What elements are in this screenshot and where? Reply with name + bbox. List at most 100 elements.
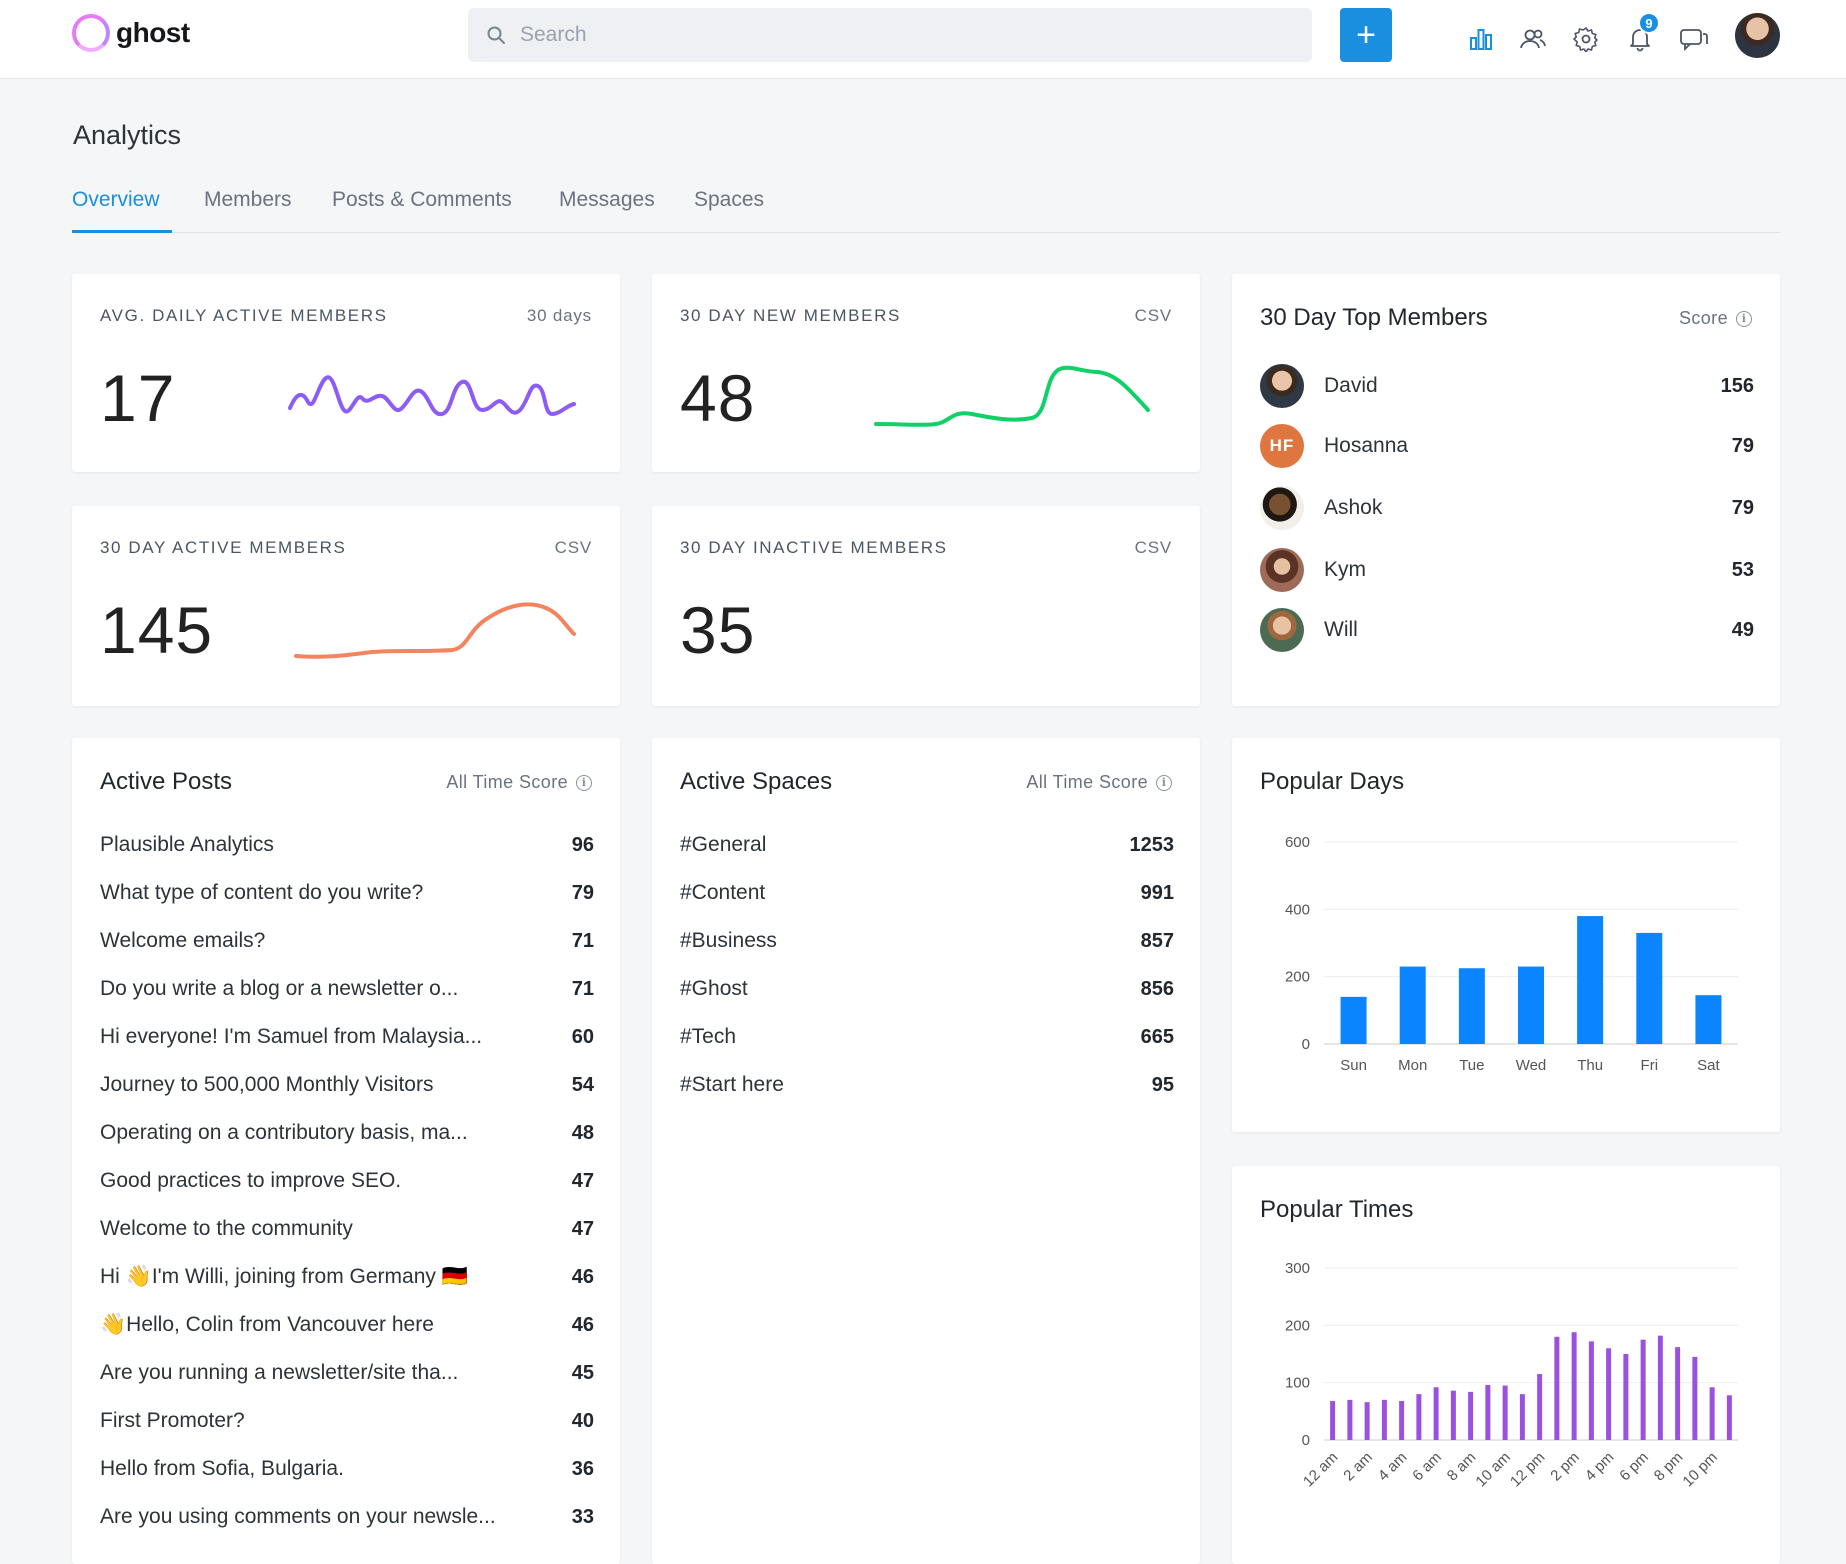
item-score: 47	[571, 1217, 594, 1240]
chat-icon	[1680, 29, 1708, 52]
search-bar[interactable]	[468, 8, 1312, 62]
bar	[1606, 1348, 1612, 1440]
messages-nav-button[interactable]	[1678, 23, 1710, 55]
member-avatar	[1260, 608, 1304, 652]
item-title: Welcome emails?	[100, 929, 266, 952]
x-tick-label: 6 am	[1409, 1449, 1445, 1485]
csv-link[interactable]: CSV	[1134, 306, 1172, 325]
plus-icon: +	[1356, 15, 1376, 54]
settings-nav-button[interactable]	[1570, 23, 1602, 55]
item-score: 71	[571, 977, 594, 1000]
ghost-logo-icon	[72, 14, 110, 52]
item-score: 45	[571, 1361, 594, 1384]
item-title: Plausible Analytics	[100, 833, 274, 856]
list-item[interactable]: #General 1253	[680, 830, 1174, 860]
stat-period: 30 days	[526, 306, 592, 325]
member-row[interactable]: HF Hosanna 79	[1260, 422, 1754, 470]
x-tick-label: Sat	[1697, 1057, 1720, 1074]
card-title: Active Posts	[100, 768, 233, 795]
bar	[1709, 1387, 1715, 1440]
csv-link[interactable]: CSV	[554, 538, 592, 557]
list-item[interactable]: #Start here 95	[680, 1070, 1174, 1100]
list-item[interactable]: Hi everyone! I'm Samuel from Malaysia...…	[100, 1022, 594, 1052]
list-item[interactable]: Operating on a contributory basis, ma...…	[100, 1118, 594, 1148]
x-tick-label: 2 am	[1340, 1449, 1376, 1485]
member-avatar	[1260, 364, 1304, 408]
list-item[interactable]: Hello from Sofia, Bulgaria. 36	[100, 1454, 594, 1484]
y-tick-label: 200	[1285, 969, 1310, 986]
member-row[interactable]: Ashok 79	[1260, 484, 1754, 532]
item-score: 33	[571, 1505, 594, 1528]
info-icon[interactable]: i	[576, 774, 592, 791]
new-members-card: 30 DAY NEW MEMBERS CSV 48	[652, 274, 1200, 472]
add-button[interactable]: +	[1340, 8, 1392, 62]
score-header: All Time Score i	[1026, 772, 1172, 793]
list-item[interactable]: #Business 857	[680, 926, 1174, 956]
info-icon[interactable]: i	[1736, 310, 1752, 327]
active-members-sparkline	[294, 602, 576, 659]
list-item[interactable]: First Promoter? 40	[100, 1406, 594, 1436]
users-icon	[1520, 29, 1546, 49]
x-tick-label: Tue	[1459, 1057, 1484, 1074]
tab-spaces[interactable]: Spaces	[694, 188, 765, 211]
csv-link[interactable]: CSV	[1134, 538, 1172, 557]
list-item[interactable]: Welcome to the community 47	[100, 1214, 594, 1244]
list-item[interactable]: Are you running a newsletter/site tha...…	[100, 1358, 594, 1388]
list-item[interactable]: Hi 👋I'm Willi, joining from Germany 🇩🇪 46	[100, 1262, 594, 1292]
user-avatar[interactable]	[1735, 13, 1780, 58]
ghost-logo[interactable]: ghost	[72, 14, 190, 52]
new-members-sparkline	[874, 365, 1150, 427]
item-title: Are you using comments on your newsle...	[100, 1505, 496, 1528]
member-row[interactable]: Kym 53	[1260, 546, 1754, 594]
item-score: 991	[1140, 881, 1174, 904]
item-score: 95	[1151, 1073, 1174, 1096]
list-item[interactable]: #Ghost 856	[680, 974, 1174, 1004]
member-score: 49	[1731, 618, 1754, 641]
list-item[interactable]: What type of content do you write? 79	[100, 878, 594, 908]
bar	[1636, 932, 1663, 1044]
members-nav-button[interactable]	[1517, 23, 1549, 55]
item-title: Good practices to improve SEO.	[100, 1169, 402, 1192]
tab-members[interactable]: Members	[204, 188, 292, 211]
bar	[1537, 1374, 1543, 1440]
list-item[interactable]: Good practices to improve SEO. 47	[100, 1166, 594, 1196]
card-title: Active Spaces	[680, 768, 833, 795]
item-title: Operating on a contributory basis, ma...	[100, 1121, 468, 1144]
bar	[1502, 1385, 1508, 1440]
list-item[interactable]: Journey to 500,000 Monthly Visitors 54	[100, 1070, 594, 1100]
member-name: Kym	[1324, 558, 1366, 581]
list-item[interactable]: #Tech 665	[680, 1022, 1174, 1052]
item-title: #General	[680, 833, 767, 856]
card-title: 30 Day Top Members	[1260, 304, 1488, 331]
bar	[1588, 1341, 1594, 1440]
bar	[1695, 995, 1722, 1044]
list-item[interactable]: Do you write a blog or a newsletter o...…	[100, 974, 594, 1004]
member-row[interactable]: Will 49	[1260, 606, 1754, 654]
search-input[interactable]	[520, 23, 1280, 47]
member-name: Hosanna	[1324, 434, 1409, 457]
popular-days-chart: 0 200 400 600 Sun Mon Tue Wed Thu Fri Sat	[1285, 834, 1738, 1074]
stat-label: 30 DAY INACTIVE MEMBERS	[680, 538, 948, 557]
item-score: 40	[571, 1409, 594, 1432]
tab-posts-comments[interactable]: Posts & Comments	[332, 188, 512, 211]
score-label: All Time Score	[1026, 772, 1148, 792]
active-posts-card: Active Posts All Time Score i Plausible A…	[72, 738, 620, 1564]
tab-messages[interactable]: Messages	[559, 188, 655, 211]
member-score: 53	[1731, 558, 1754, 581]
card-title: Popular Times	[1260, 1196, 1414, 1223]
info-icon[interactable]: i	[1156, 774, 1172, 791]
bar	[1657, 1335, 1663, 1440]
member-name: Will	[1324, 618, 1358, 641]
list-item[interactable]: Plausible Analytics 96	[100, 830, 594, 860]
list-item[interactable]: Are you using comments on your newsle...…	[100, 1502, 594, 1532]
bar	[1340, 996, 1367, 1044]
stat-value: 35	[680, 593, 756, 667]
list-item[interactable]: 👋Hello, Colin from Vancouver here 46	[100, 1310, 594, 1340]
list-item[interactable]: Welcome emails? 71	[100, 926, 594, 956]
list-item[interactable]: #Content 991	[680, 878, 1174, 908]
tab-overview[interactable]: Overview	[72, 186, 172, 233]
stat-label: 30 DAY NEW MEMBERS	[680, 306, 901, 325]
member-row[interactable]: David 156	[1260, 362, 1754, 410]
bar-chart-icon	[1470, 29, 1492, 50]
analytics-nav-button[interactable]	[1465, 23, 1497, 55]
